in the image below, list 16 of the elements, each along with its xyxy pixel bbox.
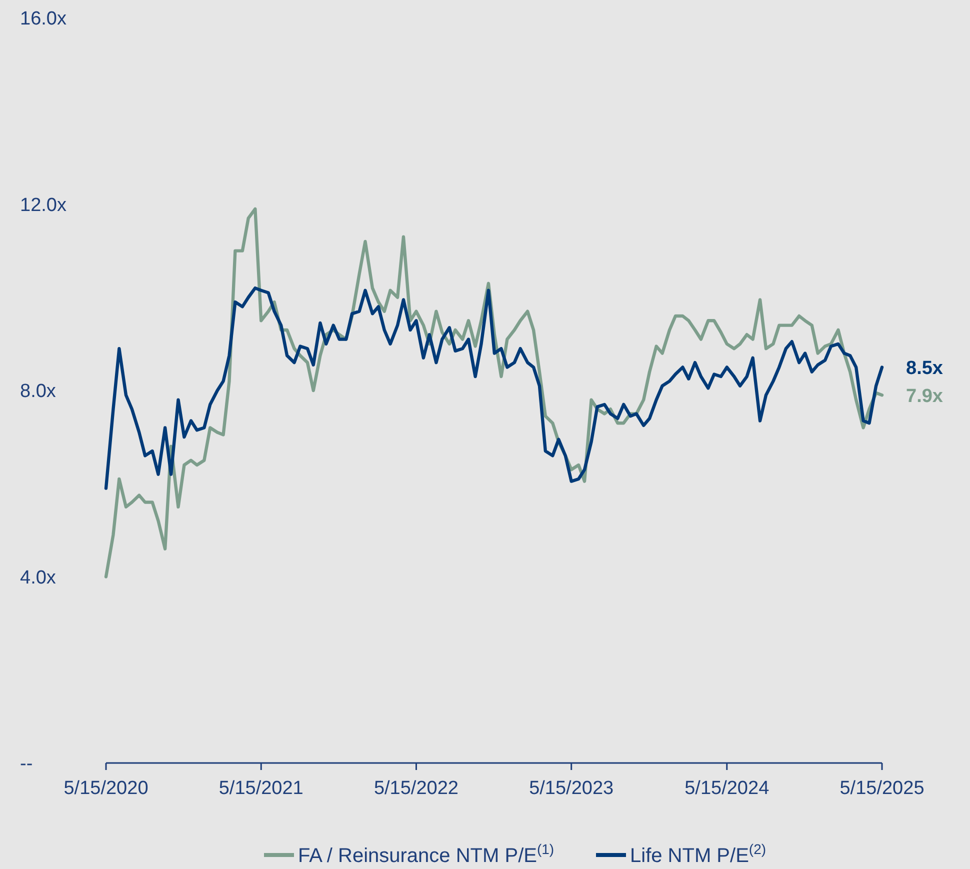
y-tick-label: -- — [20, 754, 33, 775]
x-tick-label: 5/15/2024 — [684, 778, 770, 799]
data-label: 7.9x — [906, 386, 944, 407]
x-tick-label: 5/15/2022 — [374, 778, 458, 799]
legend-label: FA / Reinsurance NTM P/E$^{(1)}$ — [298, 841, 554, 867]
x-tick-label: 5/15/2020 — [64, 778, 148, 799]
data-label: 8.5x — [906, 358, 944, 379]
y-tick-label: 12.0x — [20, 194, 67, 216]
y-tick-label: 4.0x — [20, 567, 56, 588]
legend-label: Life NTM P/E$^{(2)}$ — [630, 841, 766, 867]
line-series — [104, 286, 884, 490]
x-tick-label: 5/15/2025 — [840, 778, 924, 799]
y-tick-label: 16.0x — [20, 8, 67, 30]
x-tick-label: 5/15/2023 — [529, 778, 614, 799]
y-tick-label: 8.0x — [20, 381, 56, 402]
x-tick-label: 5/15/2021 — [218, 778, 304, 799]
